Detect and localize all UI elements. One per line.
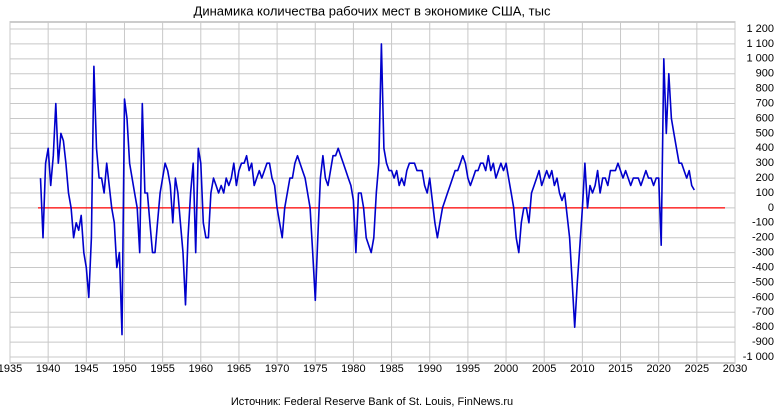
- y-tick-label: 100: [756, 187, 774, 199]
- y-tick-label: 400: [756, 142, 774, 154]
- y-tick-label: 600: [756, 112, 774, 124]
- x-tick-label: 1950: [112, 363, 136, 375]
- x-tick-label: 1965: [227, 363, 251, 375]
- x-tick-label: 2015: [608, 363, 632, 375]
- y-tick-label: 0: [768, 202, 774, 214]
- x-tick-label: 1985: [379, 363, 403, 375]
- x-tick-label: 1980: [341, 363, 365, 375]
- x-tick-label: 2010: [570, 363, 594, 375]
- x-tick-label: 1970: [265, 363, 289, 375]
- y-tick-label: 1 200: [746, 23, 774, 35]
- y-tick-label: -800: [752, 321, 774, 333]
- y-tick-label: 1 100: [746, 38, 774, 50]
- y-tick-label: -500: [752, 276, 774, 288]
- chart-title: Динамика количества рабочих мест в эконо…: [194, 3, 551, 18]
- x-tick-label: 1995: [456, 363, 480, 375]
- x-tick-label: 1960: [189, 363, 213, 375]
- y-tick-label: 500: [756, 127, 774, 139]
- y-tick-label: -1 000: [743, 351, 774, 363]
- y-tick-label: -600: [752, 291, 774, 303]
- y-tick-label: -900: [752, 336, 774, 348]
- y-tick-label: 300: [756, 157, 774, 169]
- y-tick-label: -400: [752, 261, 774, 273]
- x-tick-label: 2000: [494, 363, 518, 375]
- x-tick-label: 1935: [0, 363, 22, 375]
- series-line: [39, 43, 695, 336]
- x-tick-label: 1975: [303, 363, 327, 375]
- y-tick-label: -200: [752, 232, 774, 244]
- x-tick-label: 1955: [150, 363, 174, 375]
- y-tick-label: 700: [756, 97, 774, 109]
- x-tick-label: 2025: [685, 363, 709, 375]
- x-tick-label: 1940: [36, 363, 60, 375]
- y-tick-label: 200: [756, 172, 774, 184]
- y-tick-label: 900: [756, 68, 774, 80]
- x-tick-label: 1945: [74, 363, 98, 375]
- y-tick-label: 1 000: [746, 53, 774, 65]
- y-tick-label: -300: [752, 247, 774, 259]
- x-tick-label: 2005: [532, 363, 556, 375]
- source: Источник: Federal Reserve Bank of St. Lo…: [231, 396, 513, 408]
- y-tick-label: -100: [752, 217, 774, 229]
- x-tick-label: 2030: [723, 363, 747, 375]
- y-tick-label: -700: [752, 306, 774, 318]
- y-tick-label: 800: [756, 83, 774, 95]
- x-tick-label: 2020: [646, 363, 670, 375]
- x-tick-label: 1990: [417, 363, 441, 375]
